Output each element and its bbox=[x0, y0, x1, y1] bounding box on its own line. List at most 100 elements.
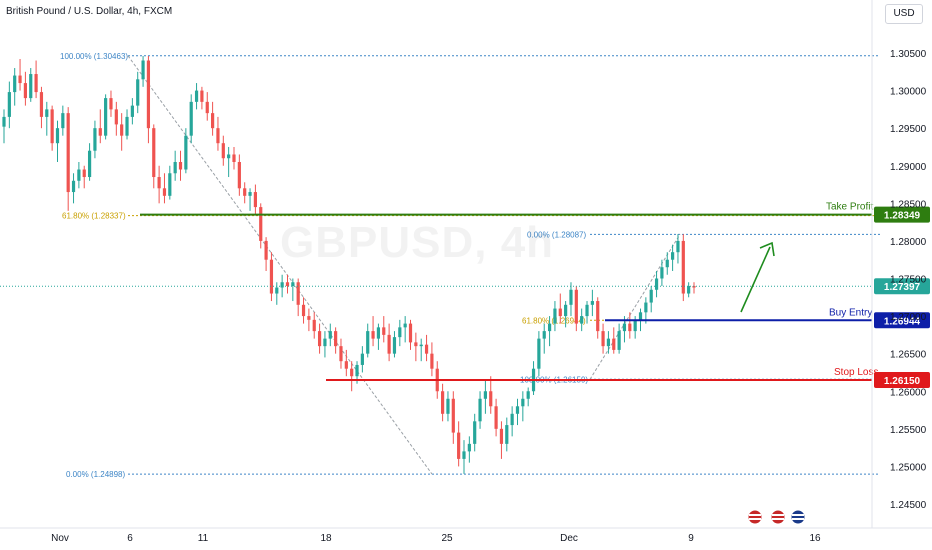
candle[interactable] bbox=[77, 161, 81, 189]
level-take-profit[interactable]: Take Profit 1.28349 bbox=[140, 202, 930, 223]
candle[interactable] bbox=[18, 59, 22, 91]
y-axis[interactable]: 1.30500 1.30000 1.29500 1.29000 1.28500 1.280… bbox=[871, 0, 927, 528]
candle[interactable] bbox=[323, 331, 327, 358]
candle[interactable] bbox=[569, 282, 573, 317]
candle[interactable] bbox=[339, 338, 343, 369]
candle[interactable] bbox=[205, 92, 209, 121]
candle[interactable] bbox=[328, 323, 332, 347]
candle[interactable] bbox=[473, 413, 477, 452]
candle[interactable] bbox=[676, 234, 680, 264]
candle[interactable] bbox=[178, 150, 183, 181]
candle[interactable] bbox=[580, 308, 584, 332]
candle[interactable] bbox=[285, 274, 290, 294]
candle[interactable] bbox=[216, 116, 220, 151]
candle[interactable] bbox=[7, 81, 11, 129]
candle[interactable] bbox=[649, 286, 653, 313]
candle[interactable] bbox=[50, 105, 54, 151]
candle[interactable] bbox=[564, 301, 568, 328]
candle[interactable] bbox=[259, 203, 263, 249]
candle[interactable] bbox=[136, 71, 140, 114]
candle[interactable] bbox=[585, 301, 589, 324]
candle[interactable] bbox=[2, 109, 6, 144]
candle[interactable] bbox=[194, 83, 199, 110]
candle[interactable] bbox=[269, 252, 274, 302]
candle[interactable] bbox=[387, 323, 391, 362]
candle[interactable] bbox=[189, 94, 193, 144]
candle[interactable] bbox=[478, 391, 482, 429]
candle[interactable] bbox=[114, 101, 118, 136]
candle[interactable] bbox=[687, 282, 691, 298]
candle[interactable] bbox=[253, 184, 257, 215]
candle[interactable] bbox=[360, 346, 364, 373]
candle[interactable] bbox=[211, 101, 215, 136]
candle[interactable] bbox=[553, 301, 557, 332]
candle[interactable] bbox=[462, 440, 466, 474]
candle[interactable] bbox=[660, 259, 664, 287]
candle[interactable] bbox=[168, 165, 172, 200]
candle[interactable] bbox=[467, 436, 471, 463]
candle[interactable] bbox=[184, 128, 188, 174]
x-axis[interactable]: Nov 6 11 18 25 Dec 9 16 bbox=[0, 527, 932, 544]
candle[interactable] bbox=[671, 244, 675, 271]
candle[interactable] bbox=[505, 417, 509, 452]
candle[interactable] bbox=[601, 323, 605, 354]
candle[interactable] bbox=[130, 98, 134, 125]
currency-button[interactable]: USD bbox=[885, 4, 923, 24]
candle[interactable] bbox=[93, 120, 97, 159]
candle[interactable] bbox=[547, 316, 552, 347]
candle[interactable] bbox=[596, 297, 600, 339]
candle[interactable] bbox=[424, 334, 429, 362]
candle[interactable] bbox=[457, 421, 461, 467]
candle[interactable] bbox=[537, 331, 541, 377]
candle[interactable] bbox=[483, 379, 487, 414]
candle[interactable] bbox=[366, 323, 370, 358]
candle[interactable] bbox=[125, 109, 129, 140]
candle[interactable] bbox=[499, 421, 504, 459]
candle[interactable] bbox=[61, 105, 65, 136]
candle[interactable] bbox=[71, 173, 76, 204]
candle[interactable] bbox=[628, 312, 632, 339]
candle[interactable] bbox=[45, 101, 49, 136]
candle[interactable] bbox=[408, 319, 413, 350]
level-stop-loss[interactable]: Stop Loss 1.26150 bbox=[326, 367, 930, 388]
candle[interactable] bbox=[617, 323, 621, 354]
candle[interactable] bbox=[392, 331, 397, 358]
candle[interactable] bbox=[227, 146, 231, 178]
candle[interactable] bbox=[232, 146, 236, 170]
candle[interactable] bbox=[34, 60, 38, 99]
candle[interactable] bbox=[606, 331, 611, 354]
candle[interactable] bbox=[414, 332, 418, 362]
candle[interactable] bbox=[312, 312, 316, 339]
candle[interactable] bbox=[350, 361, 354, 392]
candle[interactable] bbox=[152, 124, 156, 189]
candle[interactable] bbox=[654, 270, 659, 298]
candle[interactable] bbox=[590, 289, 594, 317]
candle[interactable] bbox=[334, 327, 338, 354]
candle[interactable] bbox=[446, 391, 450, 422]
candle[interactable] bbox=[510, 406, 514, 437]
candle[interactable] bbox=[157, 165, 161, 204]
candle[interactable] bbox=[13, 68, 17, 106]
candle[interactable] bbox=[542, 323, 546, 354]
candle[interactable] bbox=[87, 143, 92, 181]
candle[interactable] bbox=[430, 342, 434, 377]
uk-flag-icon[interactable] bbox=[790, 509, 806, 525]
candle[interactable] bbox=[531, 361, 536, 396]
candle[interactable] bbox=[382, 316, 386, 343]
candle[interactable] bbox=[301, 297, 306, 324]
candle[interactable] bbox=[441, 383, 445, 422]
candle[interactable] bbox=[221, 135, 225, 166]
candle[interactable] bbox=[146, 56, 151, 144]
candle[interactable] bbox=[109, 90, 113, 117]
candle[interactable] bbox=[55, 120, 60, 162]
candle[interactable] bbox=[451, 391, 455, 444]
candle[interactable] bbox=[120, 113, 124, 151]
levels[interactable]: Take Profit 1.28349 Buy Entry 1.26944 Stop L… bbox=[0, 202, 930, 388]
candle[interactable] bbox=[403, 316, 407, 343]
candle[interactable] bbox=[141, 56, 145, 87]
candle[interactable] bbox=[681, 234, 685, 302]
candle[interactable] bbox=[104, 94, 108, 140]
candle[interactable] bbox=[66, 107, 70, 211]
candle[interactable] bbox=[558, 293, 562, 324]
